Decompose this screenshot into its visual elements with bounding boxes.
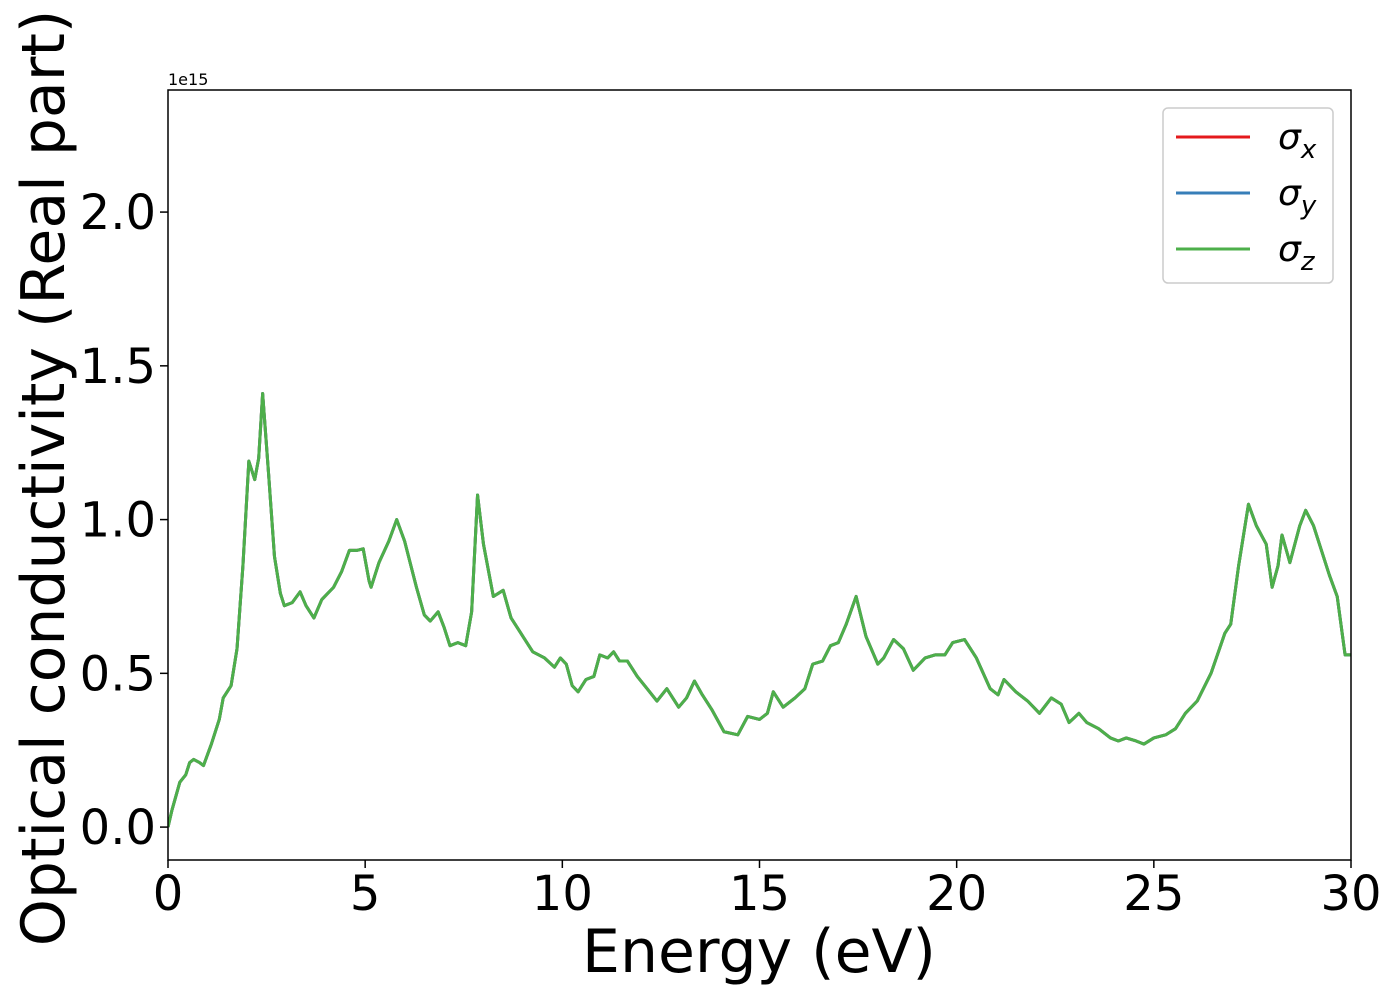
x-tick-label: 10 (532, 866, 593, 922)
y-tick-label: 0.0 (80, 800, 156, 856)
y-tick-label: 2.0 (80, 185, 156, 241)
x-tick-label: 20 (926, 866, 987, 922)
series-line (168, 392, 1351, 828)
y-axis-label: Optical conductivity (Real part) (9, 10, 79, 947)
series-line (168, 392, 1351, 828)
x-axis-label: Energy (eV) (582, 917, 936, 987)
offset-label: 1e15 (168, 70, 208, 89)
series-line (168, 392, 1351, 828)
y-tick-label: 0.5 (80, 646, 156, 702)
y-tick-label: 1.0 (80, 493, 156, 549)
x-tick-label: 5 (350, 866, 381, 922)
x-tick-label: 15 (729, 866, 790, 922)
legend-box (1162, 107, 1334, 284)
x-tick-label: 0 (153, 866, 184, 922)
y-tick-label: 1.5 (80, 339, 156, 395)
plot-frame (167, 89, 1352, 861)
x-tick-label: 30 (1320, 866, 1381, 922)
x-tick-label: 25 (1123, 866, 1184, 922)
